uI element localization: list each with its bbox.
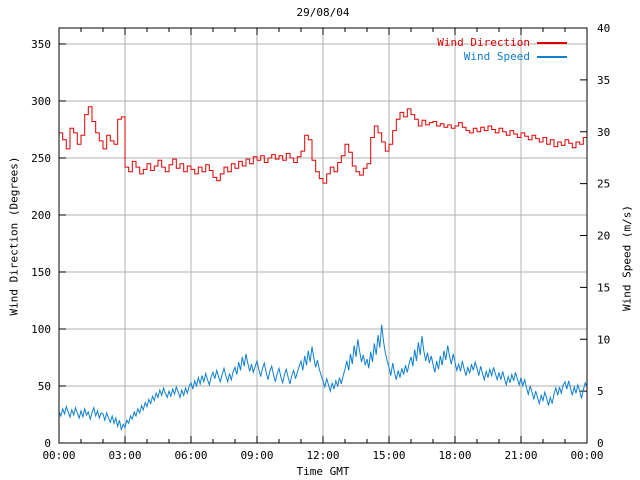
wind-direction-series: [59, 106, 588, 184]
wind-direction-line-sample-icon: [537, 42, 567, 44]
legend-label-wind-speed: Wind Speed: [463, 50, 530, 63]
left-y-tick-label: 350: [31, 38, 51, 51]
right-y-tick-label: 35: [597, 74, 610, 87]
left-y-tick-label: 250: [31, 152, 51, 165]
x-tick-label: 18:00: [438, 449, 471, 462]
x-tick-label: 06:00: [174, 449, 207, 462]
left-y-tick-label: 300: [31, 95, 51, 108]
x-tick-label: 12:00: [306, 449, 339, 462]
x-tick-label: 09:00: [240, 449, 273, 462]
left-y-axis-label: Wind Direction (Degrees): [7, 156, 21, 316]
left-y-tick-label: 100: [31, 323, 51, 336]
x-axis-label: Time GMT: [296, 465, 350, 478]
legend-label-wind-direction: Wind Direction: [437, 36, 530, 49]
x-tick-label: 00:00: [42, 449, 75, 462]
wind-speed-series: [58, 324, 588, 432]
right-y-tick-label: 30: [597, 126, 610, 139]
legend-item-wind-direction: Wind Direction: [437, 36, 567, 50]
x-tick-label: 21:00: [504, 449, 537, 462]
legend: Wind Direction Wind Speed: [437, 36, 567, 64]
legend-item-wind-speed: Wind Speed: [437, 50, 567, 64]
chart-title: 29/08/04: [296, 6, 350, 19]
x-tick-label: 03:00: [108, 449, 141, 462]
left-y-tick-label: 150: [31, 266, 51, 279]
right-y-tick-label: 40: [597, 22, 610, 35]
left-y-tick-label: 200: [31, 209, 51, 222]
left-y-tick-label: 50: [38, 380, 51, 393]
right-y-tick-label: 20: [597, 230, 610, 243]
left-y-tick-label: 0: [44, 437, 51, 450]
wind-speed-line-sample-icon: [537, 56, 567, 58]
right-y-axis-label: Wind Speed (m/s): [620, 205, 634, 311]
x-tick-label: 00:00: [570, 449, 603, 462]
x-tick-label: 15:00: [372, 449, 405, 462]
right-y-tick-label: 25: [597, 178, 610, 191]
right-y-tick-label: 5: [597, 385, 604, 398]
plot-border: [58, 27, 588, 444]
right-y-tick-label: 15: [597, 281, 610, 294]
right-y-tick-label: 10: [597, 333, 610, 346]
right-y-tick-label: 0: [597, 437, 604, 450]
